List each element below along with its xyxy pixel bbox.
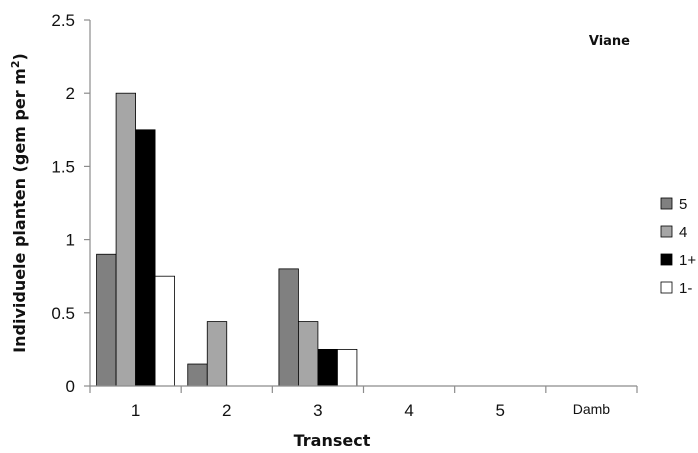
legend-swatch	[660, 253, 673, 266]
legend-label: 1+	[679, 252, 696, 269]
y-tick-label: 1.5	[51, 157, 75, 176]
bars-group	[96, 92, 358, 387]
x-category-label: 3	[313, 401, 322, 420]
x-category-label: 5	[496, 401, 505, 420]
y-ticks-group: 0 0.5 1 1.5 2 2.5	[51, 11, 90, 396]
y-tick-label: 0	[66, 377, 75, 396]
x-category-label: 1	[131, 401, 140, 420]
bar-series-1--cat-3	[337, 348, 358, 387]
bar-series-4-cat-2	[206, 321, 228, 387]
x-category-label: 4	[404, 401, 413, 420]
bar-series-5-cat-1	[96, 253, 117, 387]
legend-label: 1-	[679, 280, 692, 297]
bar-series-5-cat-3	[278, 268, 299, 387]
x-axis-title: Transect	[294, 431, 371, 450]
bar-series-1+-cat-1	[135, 129, 156, 387]
legend: 5 4 1+ 1-	[660, 196, 696, 297]
bar-series-1+-cat-3	[317, 348, 338, 387]
legend-swatch	[660, 281, 673, 294]
chart-annotation: Viane	[589, 34, 630, 49]
legend-label: 4	[679, 224, 687, 241]
y-tick-label: 2	[66, 84, 75, 103]
x-category-label: 2	[222, 401, 231, 420]
legend-swatch	[660, 197, 673, 210]
y-tick-label: 1	[66, 231, 75, 250]
y-tick-label: 0.5	[51, 304, 75, 323]
x-category-label: Damb	[573, 401, 611, 417]
bar-series-4-cat-3	[298, 321, 319, 387]
y-tick-label: 2.5	[51, 11, 75, 30]
bar-series-5-cat-2	[187, 363, 208, 387]
legend-label: 5	[679, 196, 687, 213]
legend-swatch	[660, 225, 673, 238]
bar-series-4-cat-1	[115, 92, 136, 387]
y-axis-title: Individuele planten (gem per m2)	[9, 53, 29, 353]
bar-series-1--cat-1	[154, 275, 175, 387]
x-ticks-group: 1 2 3 4 5 Damb	[89, 386, 638, 420]
